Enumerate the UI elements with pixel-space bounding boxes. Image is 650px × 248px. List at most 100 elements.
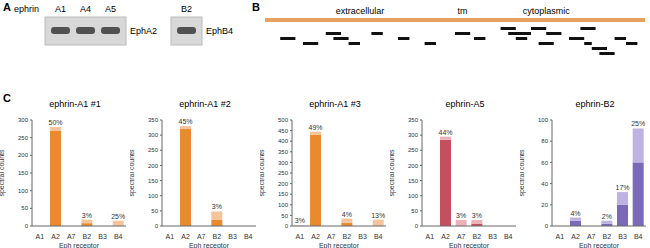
svg-text:350: 350: [148, 117, 159, 123]
svg-text:20: 20: [541, 202, 548, 208]
svg-text:300: 300: [148, 132, 159, 138]
svg-text:A2: A2: [51, 233, 60, 240]
svg-text:ephrin: ephrin: [14, 4, 39, 14]
svg-text:B2: B2: [473, 233, 482, 240]
svg-text:17%: 17%: [616, 184, 630, 191]
svg-text:60: 60: [541, 160, 548, 166]
svg-text:EphA2: EphA2: [130, 26, 157, 36]
svg-text:A5: A5: [105, 4, 116, 14]
svg-text:50%: 50%: [49, 119, 63, 126]
svg-text:spectral counts: spectral counts: [390, 149, 396, 197]
svg-text:Eph receptor: Eph receptor: [59, 242, 100, 248]
svg-text:200: 200: [148, 163, 159, 169]
svg-text:25%: 25%: [111, 213, 125, 220]
svg-text:A: A: [3, 1, 11, 13]
svg-text:A7: A7: [327, 233, 336, 240]
svg-text:0: 0: [545, 223, 549, 229]
svg-text:B2: B2: [603, 233, 612, 240]
svg-text:25%: 25%: [631, 120, 645, 127]
svg-text:B4: B4: [634, 233, 643, 240]
svg-text:0: 0: [415, 223, 419, 229]
svg-text:250: 250: [18, 135, 29, 141]
svg-text:0: 0: [155, 223, 159, 229]
svg-text:13%: 13%: [371, 212, 385, 219]
svg-text:A1: A1: [426, 233, 435, 240]
svg-text:B2: B2: [181, 4, 192, 14]
svg-text:A7: A7: [457, 233, 466, 240]
svg-text:250: 250: [148, 147, 159, 153]
svg-text:40: 40: [541, 181, 548, 187]
svg-text:100: 100: [148, 193, 159, 199]
svg-text:200: 200: [408, 163, 419, 169]
svg-text:150: 150: [408, 178, 419, 184]
svg-text:tm: tm: [458, 6, 468, 16]
svg-text:49%: 49%: [309, 124, 323, 131]
svg-text:Eph receptor: Eph receptor: [579, 242, 620, 248]
svg-text:B4: B4: [504, 233, 513, 240]
svg-text:A2: A2: [311, 233, 320, 240]
svg-text:A7: A7: [67, 233, 76, 240]
svg-text:400: 400: [278, 138, 289, 144]
svg-text:100: 100: [278, 202, 289, 208]
svg-text:B3: B3: [618, 233, 627, 240]
svg-text:A7: A7: [197, 233, 206, 240]
svg-text:450: 450: [278, 128, 289, 134]
svg-text:50: 50: [151, 208, 158, 214]
svg-text:B3: B3: [358, 233, 367, 240]
svg-text:B: B: [252, 1, 260, 13]
svg-text:100: 100: [408, 193, 419, 199]
svg-text:250: 250: [408, 147, 419, 153]
svg-text:A2: A2: [441, 233, 450, 240]
svg-text:B4: B4: [244, 233, 253, 240]
svg-text:3%: 3%: [472, 212, 482, 219]
svg-text:Eph receptor: Eph receptor: [449, 242, 490, 248]
svg-text:50: 50: [411, 208, 418, 214]
svg-text:A2: A2: [571, 233, 580, 240]
svg-text:3%: 3%: [295, 217, 305, 224]
svg-text:150: 150: [18, 170, 29, 176]
svg-text:80: 80: [541, 138, 548, 144]
svg-text:EphB4: EphB4: [206, 26, 233, 36]
svg-text:A7: A7: [587, 233, 596, 240]
svg-text:3%: 3%: [82, 212, 92, 219]
svg-text:200: 200: [18, 152, 29, 158]
svg-text:B2: B2: [213, 233, 222, 240]
svg-text:100: 100: [538, 117, 549, 123]
svg-text:50: 50: [281, 213, 288, 219]
svg-text:A1: A1: [556, 233, 565, 240]
svg-text:Eph receptor: Eph receptor: [189, 242, 230, 248]
svg-text:spectral counts: spectral counts: [130, 149, 136, 197]
svg-text:500: 500: [278, 117, 289, 123]
svg-text:3%: 3%: [212, 203, 222, 210]
svg-text:A1: A1: [166, 233, 175, 240]
svg-text:spectral counts: spectral counts: [260, 149, 266, 197]
svg-text:3%: 3%: [456, 212, 466, 219]
svg-text:300: 300: [278, 160, 289, 166]
svg-text:A1: A1: [296, 233, 305, 240]
svg-text:350: 350: [408, 117, 419, 123]
svg-text:300: 300: [408, 132, 419, 138]
svg-text:50: 50: [21, 205, 28, 211]
svg-text:0: 0: [285, 223, 289, 229]
svg-text:300: 300: [18, 117, 29, 123]
svg-text:250: 250: [278, 170, 289, 176]
svg-text:44%: 44%: [439, 129, 453, 136]
svg-text:A4: A4: [80, 4, 91, 14]
svg-text:B2: B2: [83, 233, 92, 240]
svg-text:200: 200: [278, 181, 289, 187]
svg-text:45%: 45%: [179, 118, 193, 125]
svg-text:A1: A1: [55, 4, 66, 14]
svg-text:150: 150: [278, 191, 289, 197]
svg-text:B4: B4: [374, 233, 383, 240]
svg-text:B3: B3: [98, 233, 107, 240]
svg-text:2%: 2%: [602, 213, 612, 220]
svg-text:A2: A2: [181, 233, 190, 240]
svg-text:extracellular: extracellular: [336, 6, 385, 16]
svg-text:spectral counts: spectral counts: [520, 149, 526, 197]
svg-text:cytoplasmic: cytoplasmic: [523, 6, 571, 16]
svg-text:B3: B3: [488, 233, 497, 240]
svg-text:350: 350: [278, 149, 289, 155]
svg-text:B2: B2: [343, 233, 352, 240]
svg-text:B3: B3: [228, 233, 237, 240]
svg-text:4%: 4%: [570, 210, 580, 217]
